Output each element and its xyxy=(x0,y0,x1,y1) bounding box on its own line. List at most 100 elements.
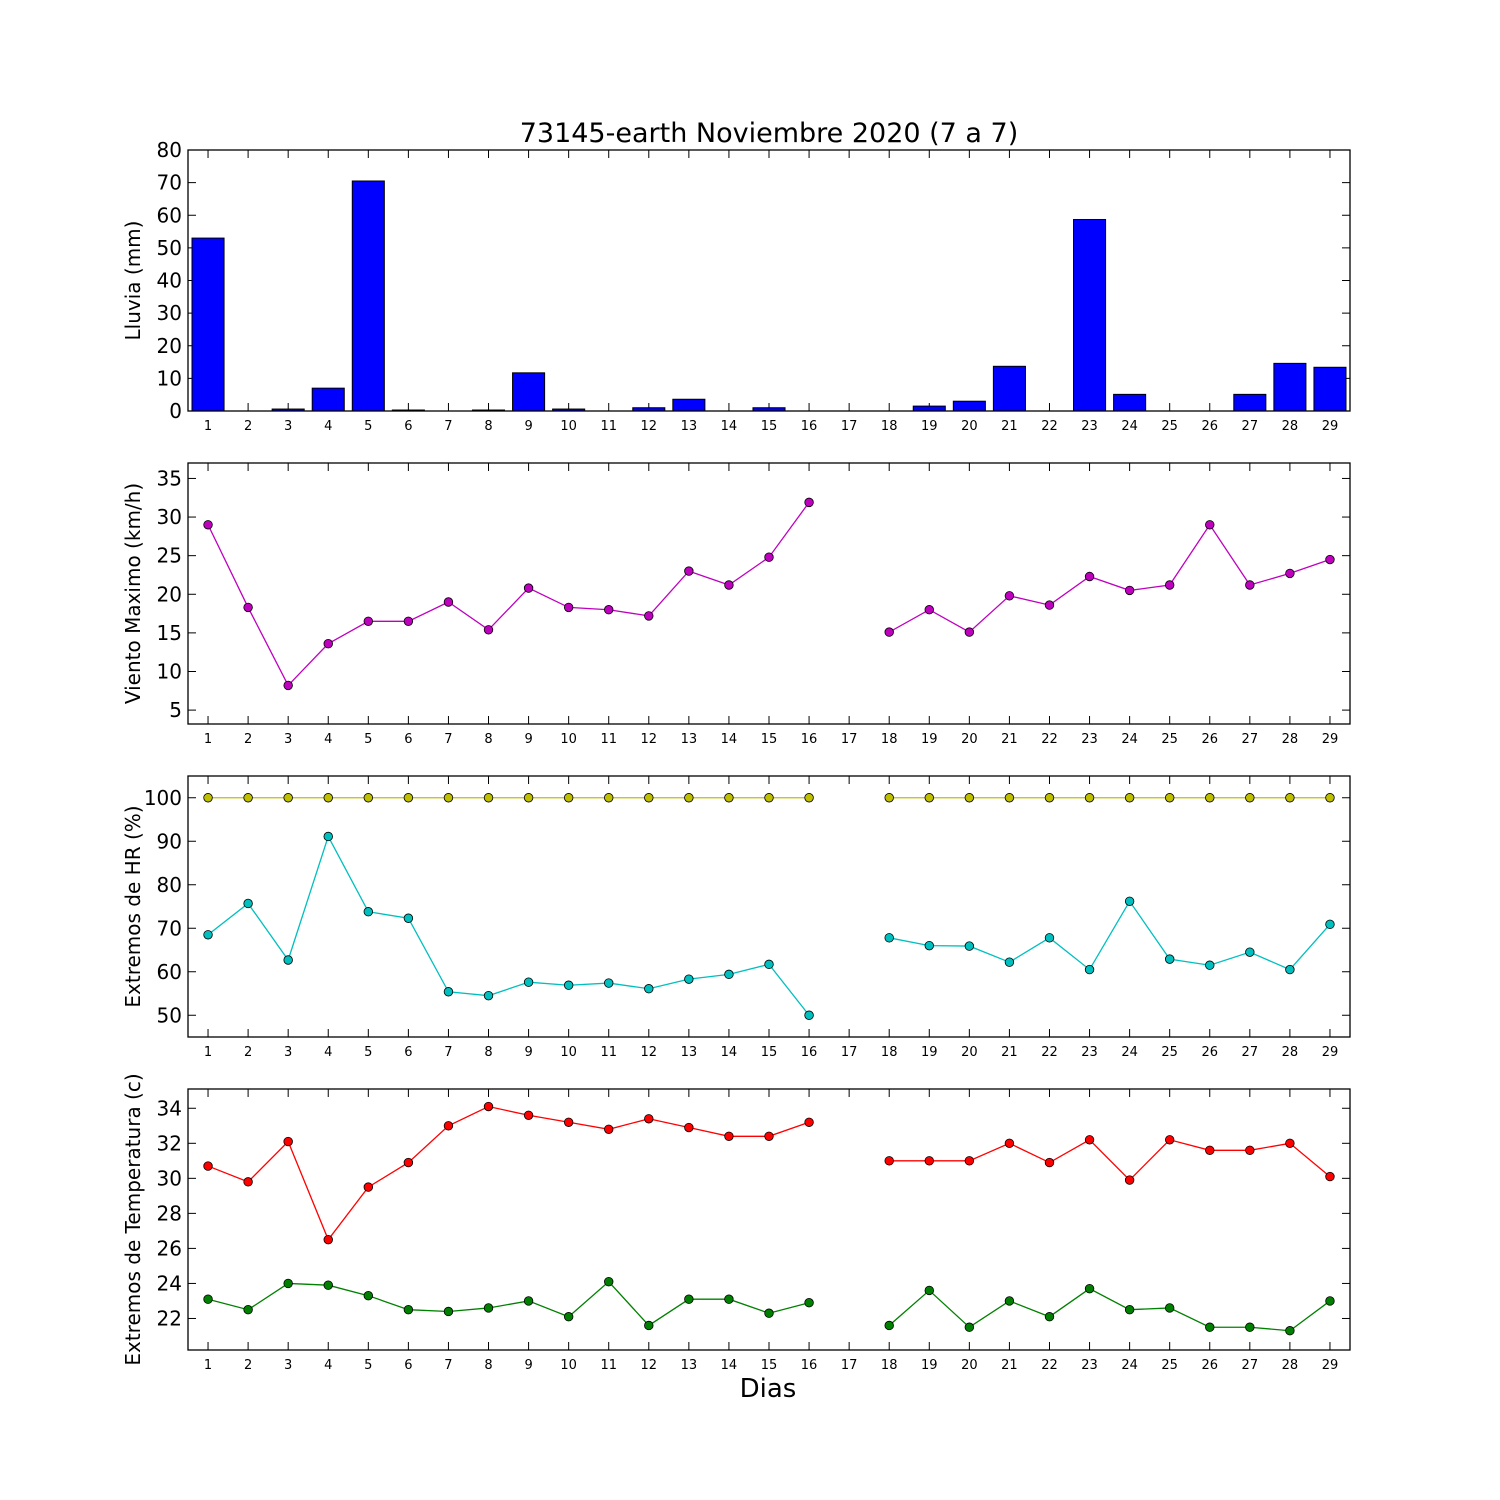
bar xyxy=(1273,362,1307,412)
data-point xyxy=(764,959,774,970)
data-point xyxy=(964,793,975,803)
data-point xyxy=(523,977,534,987)
y-tick-label: 32 xyxy=(157,1131,182,1155)
x-tick-label: 18 xyxy=(881,1358,898,1373)
x-tick-label: 23 xyxy=(1081,419,1098,434)
data-point xyxy=(884,793,894,803)
x-tick-label: 20 xyxy=(961,419,978,434)
data-point xyxy=(684,974,694,984)
data-point xyxy=(1285,964,1295,975)
y-axis-label: Extremos de Temperatura (c) xyxy=(121,1073,145,1365)
data-point xyxy=(283,955,293,965)
data-point xyxy=(483,625,494,635)
series-line xyxy=(889,900,1331,971)
data-point xyxy=(1205,793,1215,803)
x-tick-label: 3 xyxy=(284,732,292,747)
y-tick-label: 25 xyxy=(157,544,182,568)
data-point xyxy=(1124,793,1135,803)
x-tick-label: 27 xyxy=(1242,1358,1259,1373)
x-tick-label: 15 xyxy=(761,1358,778,1373)
data-point xyxy=(403,1157,414,1168)
data-point xyxy=(644,984,654,994)
data-point xyxy=(924,940,934,951)
y-tick-label: 50 xyxy=(157,236,182,260)
y-tick-label: 30 xyxy=(157,1166,182,1190)
data-point xyxy=(1205,960,1215,970)
data-point xyxy=(644,793,654,803)
data-point xyxy=(1164,1303,1175,1313)
data-point xyxy=(724,580,734,590)
x-tick-label: 9 xyxy=(524,732,532,747)
data-point xyxy=(1205,520,1215,530)
x-tick-label: 6 xyxy=(404,1358,412,1373)
series-line xyxy=(207,834,810,1016)
y-tick-label: 15 xyxy=(157,621,182,645)
x-tick-label: 13 xyxy=(681,419,698,434)
x-tick-label: 14 xyxy=(721,419,738,434)
data-point xyxy=(323,1280,333,1290)
x-tick-label: 5 xyxy=(364,1045,372,1060)
data-point xyxy=(1164,793,1175,803)
y-tick-label: 35 xyxy=(157,466,182,490)
x-tick-label: 3 xyxy=(284,1045,292,1060)
data-point xyxy=(1245,1322,1255,1332)
data-point xyxy=(203,930,213,940)
x-tick-label: 26 xyxy=(1201,1045,1218,1060)
x-tick-label: 23 xyxy=(1081,1045,1098,1060)
data-point xyxy=(924,1285,934,1296)
bar xyxy=(311,387,345,412)
bar xyxy=(191,237,225,412)
x-tick-label: 20 xyxy=(961,1358,978,1373)
data-point xyxy=(443,597,454,607)
x-tick-label: 7 xyxy=(444,732,452,747)
plot-frame xyxy=(187,1088,1351,1351)
y-tick-label: 90 xyxy=(157,829,182,853)
x-tick-label: 24 xyxy=(1121,1045,1138,1060)
x-tick-label: 1 xyxy=(204,419,212,434)
data-point xyxy=(1164,580,1175,590)
bar xyxy=(512,372,546,412)
x-tick-label: 5 xyxy=(364,732,372,747)
y-tick-label: 80 xyxy=(157,873,182,897)
data-point xyxy=(243,898,253,909)
data-point xyxy=(443,987,454,997)
x-tick-label: 26 xyxy=(1201,732,1218,747)
x-tick-label: 21 xyxy=(1001,732,1018,747)
data-point xyxy=(724,1131,734,1141)
x-tick-label: 9 xyxy=(524,419,532,434)
data-point xyxy=(604,793,614,803)
data-point xyxy=(1084,571,1095,582)
x-tick-label: 21 xyxy=(1001,1358,1018,1373)
x-tick-label: 8 xyxy=(484,419,492,434)
data-point xyxy=(1124,896,1135,906)
data-point xyxy=(1285,793,1295,803)
y-tick-label: 30 xyxy=(157,301,182,325)
data-point xyxy=(283,680,293,691)
x-tick-label: 16 xyxy=(801,1358,818,1373)
x-tick-label: 24 xyxy=(1121,1358,1138,1373)
y-tick-label: 40 xyxy=(157,269,182,293)
bar xyxy=(912,405,946,412)
data-point xyxy=(483,1101,494,1112)
data-point xyxy=(1124,1305,1135,1315)
data-point xyxy=(243,1305,253,1315)
x-tick-label: 25 xyxy=(1161,732,1178,747)
data-point xyxy=(363,1290,374,1301)
data-point xyxy=(1164,1135,1175,1145)
data-point xyxy=(1245,580,1255,590)
data-point xyxy=(363,793,374,803)
x-tick-label: 12 xyxy=(641,1045,658,1060)
data-point xyxy=(764,1131,774,1141)
x-tick-label: 19 xyxy=(921,1358,938,1373)
data-point xyxy=(403,1305,414,1315)
bar xyxy=(952,400,986,412)
y-tick-label: 28 xyxy=(157,1201,182,1225)
data-point xyxy=(604,978,614,988)
y-tick-label: 24 xyxy=(157,1271,182,1295)
chart-title: 73145-earth Noviembre 2020 (7 a 7) xyxy=(520,118,1019,149)
x-tick-label: 19 xyxy=(921,1045,938,1060)
x-tick-label: 8 xyxy=(484,732,492,747)
